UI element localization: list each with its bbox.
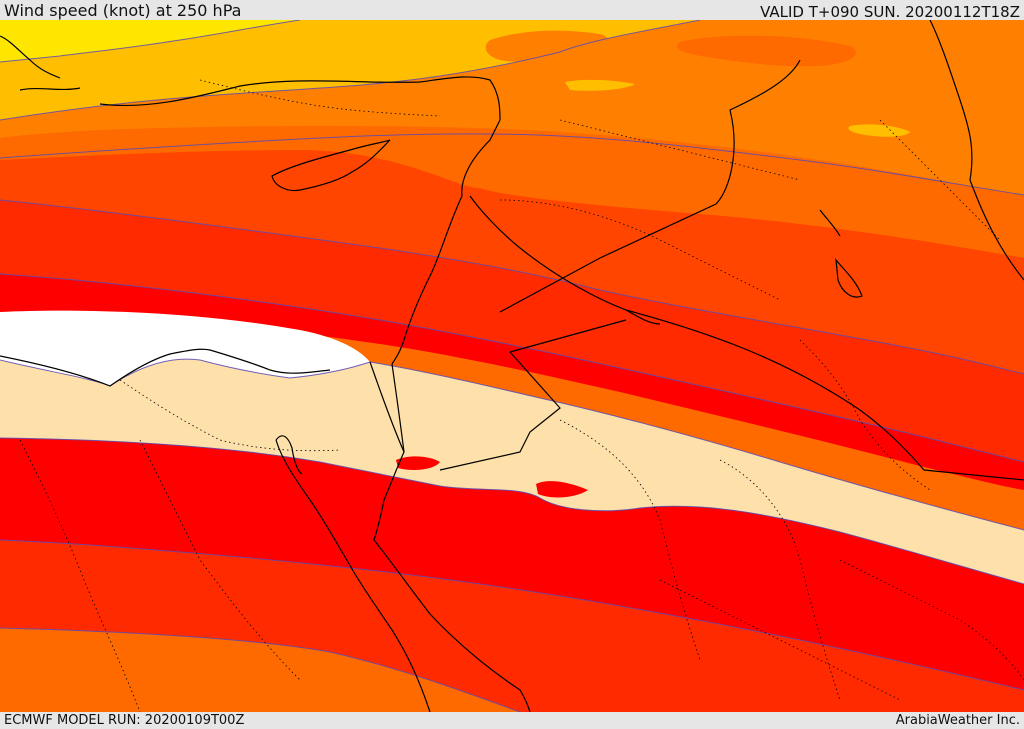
band-yellow — [0, 20, 300, 62]
band-red-south — [0, 438, 1024, 690]
gulf-of-suez — [275, 435, 303, 475]
patch-red-gulf — [396, 456, 440, 470]
patch-dark-orange-north — [676, 35, 856, 67]
cyprus-coast — [271, 139, 391, 192]
jordan-border — [469, 195, 661, 325]
red-sea-west-coast — [275, 439, 431, 712]
valid-time-label: VALID T+090 SUN. 20200112T18Z — [760, 3, 1020, 21]
band-white-calm — [0, 310, 370, 386]
band-red-orange-south — [0, 540, 1024, 712]
sinai-border — [369, 361, 405, 453]
iraq-border — [499, 59, 1024, 481]
band-dark-orange-mid — [0, 133, 1024, 258]
internal-borders — [19, 79, 1024, 712]
band-light-tan — [0, 359, 1024, 584]
patch-orange-north — [485, 30, 608, 62]
patch-light-orange-small-2 — [565, 79, 635, 91]
footer-bar: ECMWF MODEL RUN: 20200109T00Z ArabiaWeat… — [0, 712, 1024, 729]
isotach-lines — [0, 20, 1024, 712]
patch-light-orange-ne — [848, 124, 910, 137]
patch-light-orange-small — [392, 53, 424, 64]
map-canvas — [0, 20, 1024, 712]
saudi-jordan-border — [439, 319, 627, 471]
map-title: Wind speed (knot) at 250 hPa — [4, 1, 242, 20]
patch-red-sinai — [536, 481, 588, 498]
credit-label: ArabiaWeather Inc. — [895, 713, 1020, 728]
islands-small — [819, 209, 863, 298]
header-bar: Wind speed (knot) at 250 hPa VALID T+090… — [0, 0, 1024, 21]
gulf-coast-ne — [929, 20, 1024, 281]
egypt-north-coast — [0, 348, 331, 387]
coastlines — [0, 20, 1024, 712]
wind-speed-map — [0, 20, 1024, 712]
model-run-label: ECMWF MODEL RUN: 20200109T00Z — [4, 713, 245, 728]
band-red-orange — [0, 200, 1024, 462]
